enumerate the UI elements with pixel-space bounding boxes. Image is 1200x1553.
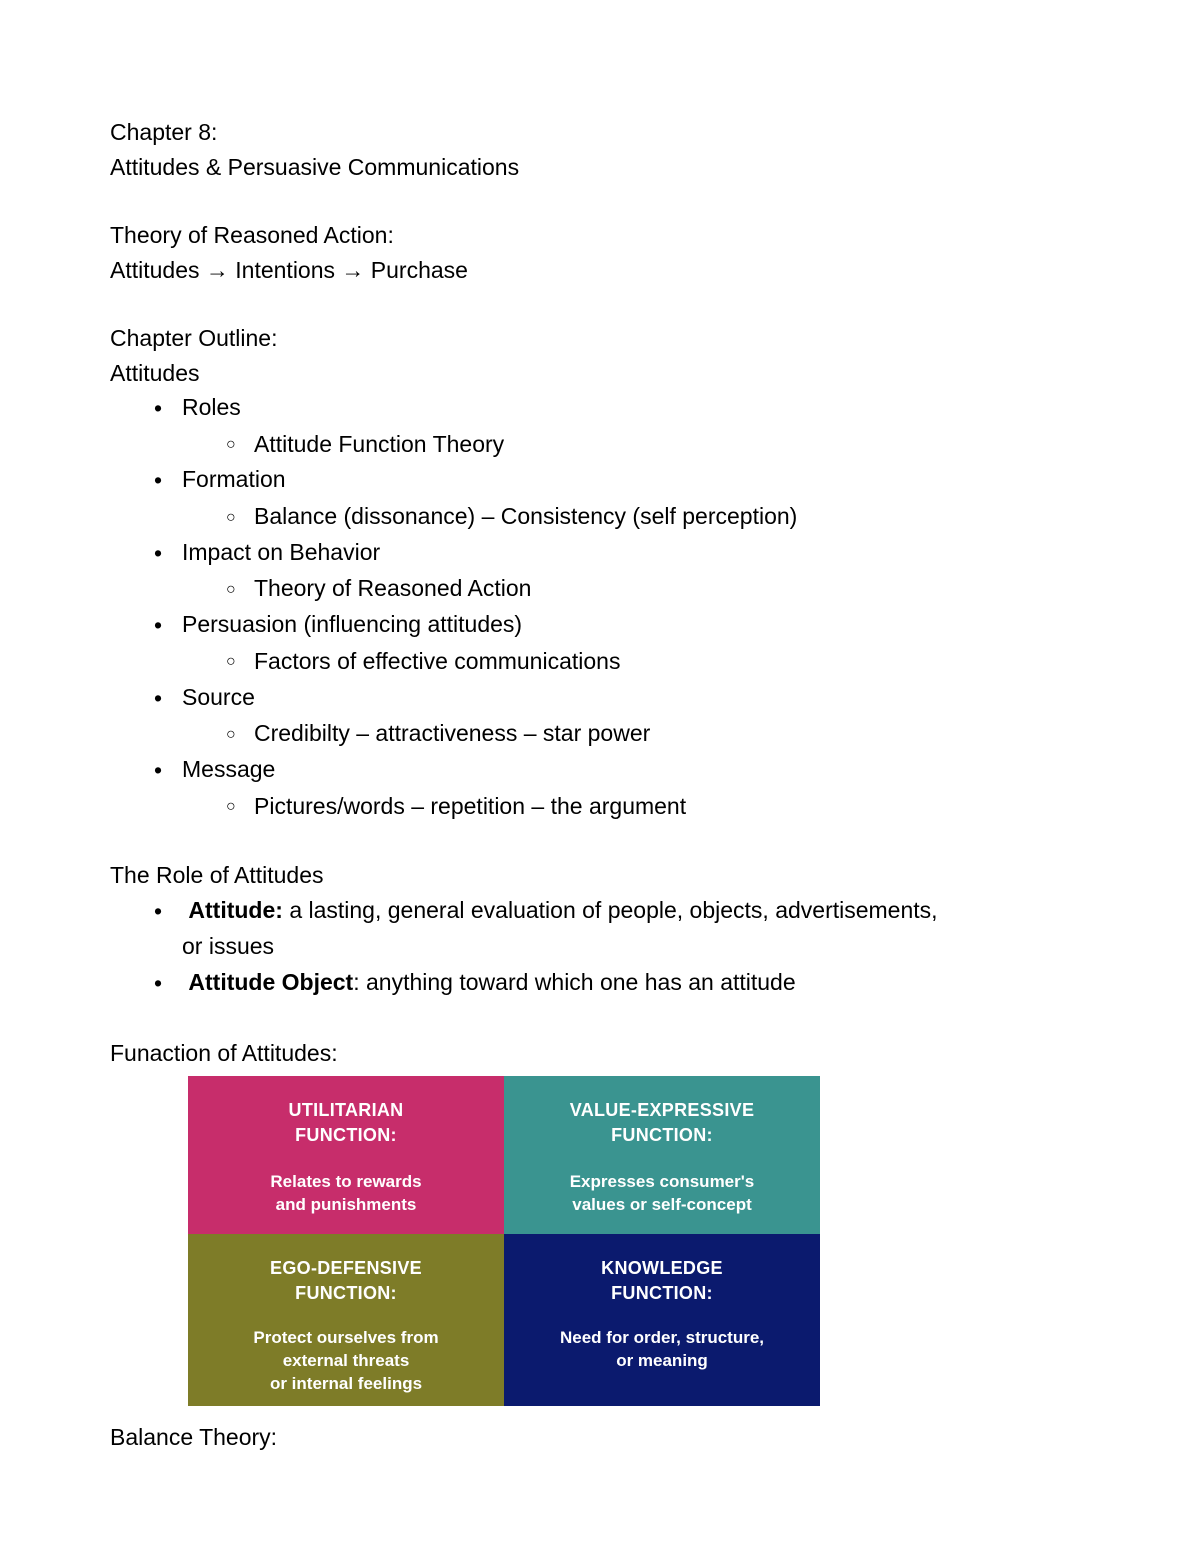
balance-block: Balance Theory: (110, 1420, 960, 1455)
list-item: Attitude Object: anything toward which o… (182, 965, 960, 1002)
list-item: Source Credibilty – attractiveness – sta… (182, 680, 960, 752)
chapter-title: Attitudes & Persuasive Communications (110, 150, 960, 185)
list-item: Roles Attitude Function Theory (182, 390, 960, 462)
function-title: VALUE-EXPRESSIVE FUNCTION: (570, 1098, 755, 1147)
function-desc: Relates to rewards and punishments (270, 1171, 421, 1217)
function-title: UTILITARIAN FUNCTION: (289, 1098, 404, 1147)
list-item-label: Persuasion (influencing attitudes) (182, 611, 522, 637)
function-title: KNOWLEDGE FUNCTION: (601, 1256, 723, 1305)
function-title: EGO-DEFENSIVE FUNCTION: (270, 1256, 422, 1305)
list-subitem: Factors of effective communications (254, 644, 960, 680)
list-subitem: Balance (dissonance) – Consistency (self… (254, 499, 960, 535)
function-cell-ego-defensive: EGO-DEFENSIVE FUNCTION: Protect ourselve… (188, 1234, 504, 1406)
functions-block: Funaction of Attitudes: UTILITARIAN FUNC… (110, 1036, 960, 1407)
term-bold: Attitude Object (188, 969, 353, 995)
role-block: The Role of Attitudes Attitude: a lastin… (110, 858, 960, 1002)
theory-flow: Attitudes → Intentions → Purchase (110, 253, 960, 288)
list-item-label: Formation (182, 466, 286, 492)
role-heading: The Role of Attitudes (110, 858, 960, 893)
outline-heading: Chapter Outline: (110, 321, 960, 356)
chapter-label: Chapter 8: (110, 115, 960, 150)
term-bold: Attitude: (188, 897, 289, 923)
list-subitem: Attitude Function Theory (254, 427, 960, 463)
function-cell-knowledge: KNOWLEDGE FUNCTION: Need for order, stru… (504, 1234, 820, 1406)
list-item-label: Impact on Behavior (182, 539, 380, 565)
functions-grid: UTILITARIAN FUNCTION: Relates to rewards… (188, 1076, 960, 1406)
list-item: Impact on Behavior Theory of Reasoned Ac… (182, 535, 960, 607)
list-item: Persuasion (influencing attitudes) Facto… (182, 607, 960, 679)
term-rest: a lasting, general evaluation of people,… (182, 897, 938, 960)
chapter-header: Chapter 8: Attitudes & Persuasive Commun… (110, 115, 960, 184)
list-item-label: Message (182, 756, 275, 782)
theory-block: Theory of Reasoned Action: Attitudes → I… (110, 218, 960, 287)
theory-label: Theory of Reasoned Action: (110, 218, 960, 253)
list-item: Formation Balance (dissonance) – Consist… (182, 462, 960, 534)
outline-subheading: Attitudes (110, 356, 960, 391)
function-desc: Protect ourselves from external threats … (253, 1327, 438, 1396)
list-subitem: Credibilty – attractiveness – star power (254, 716, 960, 752)
balance-heading: Balance Theory: (110, 1420, 960, 1455)
function-cell-utilitarian: UTILITARIAN FUNCTION: Relates to rewards… (188, 1076, 504, 1234)
term-rest: : anything toward which one has an attit… (353, 969, 795, 995)
function-desc: Expresses consumer's values or self-conc… (570, 1171, 755, 1217)
list-subitem: Pictures/words – repetition – the argume… (254, 789, 960, 825)
outline-list: Roles Attitude Function Theory Formation… (110, 390, 960, 824)
function-desc: Need for order, structure, or meaning (560, 1327, 764, 1373)
list-item: Message Pictures/words – repetition – th… (182, 752, 960, 824)
document-body: Chapter 8: Attitudes & Persuasive Commun… (110, 115, 960, 1455)
role-list: Attitude: a lasting, general evaluation … (110, 893, 960, 1002)
list-subitem: Theory of Reasoned Action (254, 571, 960, 607)
functions-heading: Funaction of Attitudes: (110, 1036, 960, 1071)
function-cell-value-expressive: VALUE-EXPRESSIVE FUNCTION: Expresses con… (504, 1076, 820, 1234)
list-item: Attitude: a lasting, general evaluation … (182, 893, 960, 965)
list-item-label: Roles (182, 394, 241, 420)
list-item-label: Source (182, 684, 255, 710)
outline-block: Chapter Outline: Attitudes Roles Attitud… (110, 321, 960, 824)
